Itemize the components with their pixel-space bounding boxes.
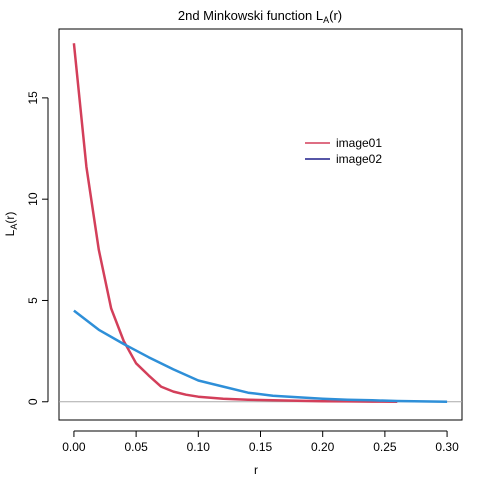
x-tick-label: 0.15 [249, 440, 273, 454]
chart-title-main: 2nd Minkowski function L [178, 8, 323, 23]
series-line-image02 [73, 309, 448, 404]
legend-label-image02: image02 [336, 152, 382, 166]
x-tick-label: 0.20 [311, 440, 335, 454]
series-lines [72, 43, 448, 404]
y-axis-label-suffix: (r) [3, 212, 17, 224]
series-line-image01 [72, 43, 398, 404]
legend-label-image01: image01 [336, 136, 382, 150]
chart-title-sub: A [323, 15, 329, 25]
chart-title: 2nd Minkowski function LA(r) [178, 8, 342, 25]
y-axis-label-main: L [3, 229, 17, 236]
y-axis-label-sub: A [9, 224, 19, 230]
y-tick-label: 0 [26, 398, 40, 405]
x-tick-label: 0.10 [187, 440, 211, 454]
chart-title-suffix: (r) [329, 8, 342, 23]
x-axis-label: r [254, 463, 258, 477]
y-axis: 0 5 10 15 [26, 91, 49, 405]
x-tick-label: 0.05 [124, 440, 148, 454]
x-axis: 0.00 0.05 0.10 0.15 0.20 0.25 0.30 [62, 430, 459, 454]
x-tick-label: 0.00 [62, 440, 86, 454]
legend: image01 image02 [305, 136, 382, 166]
y-axis-label: LA(r) [3, 212, 19, 237]
x-tick-label: 0.30 [435, 440, 459, 454]
y-tick-label: 15 [26, 91, 40, 105]
y-tick-label: 5 [26, 297, 40, 304]
y-tick-label: 10 [26, 192, 40, 206]
x-tick-label: 0.25 [373, 440, 397, 454]
plot-frame [58, 28, 463, 421]
